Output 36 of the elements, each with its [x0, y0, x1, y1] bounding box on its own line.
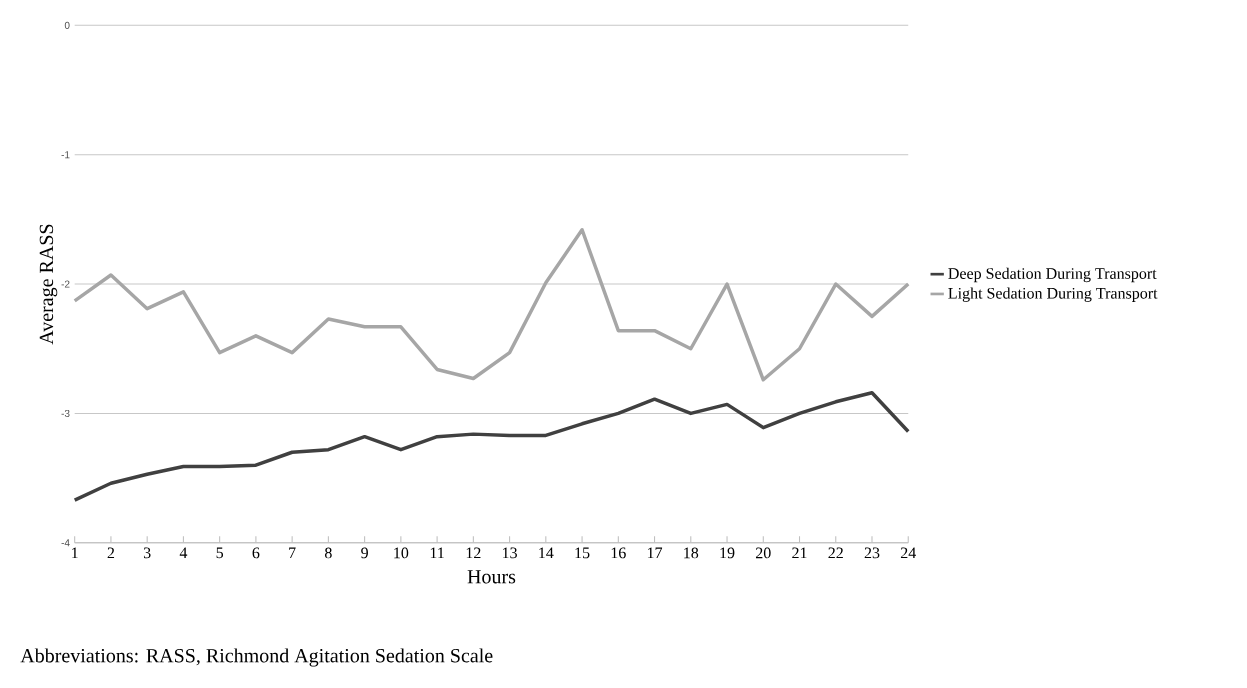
x-tick-label: 8 — [324, 547, 332, 559]
x-tick-label: 3 — [143, 547, 151, 559]
x-tick-label: 24 — [900, 547, 916, 559]
x-tick-label: 16 — [611, 547, 626, 559]
y-tick-label: 0 — [64, 21, 70, 29]
x-tick-label: 17 — [647, 547, 663, 558]
x-tick-label: 13 — [502, 547, 517, 559]
x-axis-title: Hours — [467, 570, 516, 584]
x-tick-label: 22 — [828, 547, 843, 559]
x-tick-label: 23 — [864, 547, 880, 559]
x-tick-label: 11 — [430, 547, 444, 558]
x-tick-label: 4 — [179, 547, 188, 558]
y-axis-title: Average RASS — [39, 224, 58, 345]
legend-label: Deep Sedation During Transport — [948, 267, 1157, 283]
y-tick-label: -4 — [61, 539, 70, 547]
y-tick-label: -3 — [61, 409, 70, 417]
x-tick-label: 7 — [289, 547, 296, 558]
x-tick-label: 14 — [539, 547, 554, 558]
x-tick-label: 5 — [216, 547, 224, 559]
x-tick-label: 20 — [755, 547, 771, 559]
x-tick-label: 21 — [792, 547, 807, 559]
y-tick-label: -2 — [61, 280, 70, 288]
x-tick-label: 9 — [361, 547, 368, 559]
x-tick-label: 1 — [72, 547, 78, 558]
legend-label: Light Sedation During Transport — [948, 287, 1158, 302]
line-series — [72, 390, 910, 502]
x-tick-label: 6 — [252, 547, 260, 559]
x-tick-label: 18 — [684, 547, 699, 559]
text: Abbreviations: RASS, Richmond Agitation Sedation Scale — [20, 648, 493, 667]
y-tick-label: -1 — [61, 151, 70, 159]
x-tick-label: 15 — [575, 547, 590, 559]
x-tick-label: 12 — [466, 547, 481, 559]
x-tick-label: 10 — [394, 547, 409, 559]
line-series — [72, 227, 910, 382]
x-tick-label: 19 — [720, 547, 735, 559]
x-tick-label: 2 — [107, 547, 115, 559]
